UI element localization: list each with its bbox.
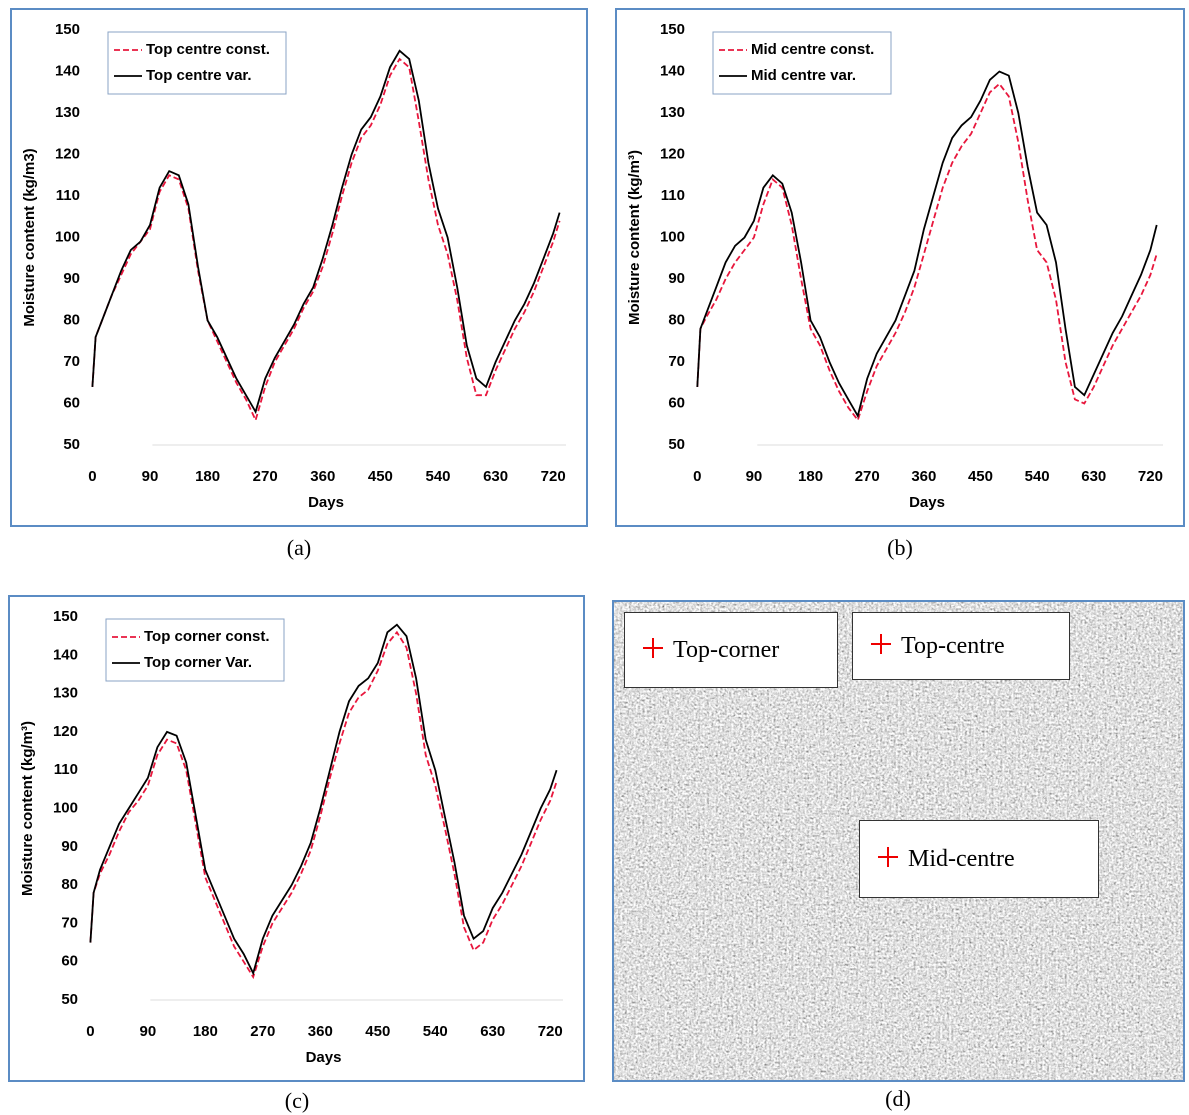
y-tick-label: 150	[660, 21, 685, 38]
legend-label: Mid centre const.	[751, 41, 874, 58]
y-tick-label: 90	[63, 270, 80, 287]
location-label: Top-corner	[624, 612, 838, 688]
x-tick-label: 180	[195, 468, 220, 485]
x-tick-label: 0	[88, 468, 96, 485]
y-tick-label: 110	[661, 187, 685, 204]
y-tick-label: 80	[61, 876, 78, 893]
chart-a: 50 60 70 80 90 100 110 120 130 140 150 0 90 180 270 360…	[10, 8, 588, 527]
chart-b: 50 60 70 80 90 100 110 120 130 140 150 0 90 180 270 360…	[615, 8, 1185, 527]
y-tick-label: 60	[63, 394, 80, 411]
y-tick-label: 120	[55, 145, 80, 162]
y-tick-label: 130	[53, 685, 78, 702]
y-tick-label: 80	[668, 311, 685, 328]
legend-box	[105, 618, 285, 682]
y-tick-label: 100	[660, 228, 685, 245]
y-axis-label: Moisture content (kg/m3)	[21, 148, 38, 326]
x-tick-label: 630	[480, 1023, 505, 1040]
y-tick-label: 120	[660, 145, 685, 162]
x-tick-label: 540	[1025, 468, 1050, 485]
legend-label: Top corner Var.	[144, 654, 252, 671]
caption: (d)	[885, 1086, 911, 1111]
frame	[8, 595, 585, 1082]
y-tick-label: 50	[61, 991, 78, 1008]
x-axis-label: Days	[308, 494, 344, 511]
x-axis-label: Days	[306, 1049, 342, 1066]
y-tick-label: 140	[53, 646, 78, 663]
x-tick-label: 270	[253, 468, 278, 485]
image-panel: Top-corner Top-centre Mid-centre	[612, 600, 1185, 1082]
x-tick-label: 720	[1138, 468, 1163, 485]
y-tick-label: 80	[63, 311, 80, 328]
y-tick-label: 150	[55, 21, 80, 38]
x-tick-label: 630	[483, 468, 508, 485]
series-line	[89, 630, 558, 980]
series-line	[89, 623, 558, 976]
y-axis-label: Moisture content (kg/m³)	[19, 721, 36, 896]
location-label: Top-centre	[852, 612, 1070, 680]
x-tick-label: 360	[911, 468, 936, 485]
y-tick-label: 130	[55, 104, 80, 121]
y-tick-label: 150	[53, 608, 78, 625]
series-line	[91, 49, 561, 415]
y-tick-label: 130	[660, 104, 685, 121]
x-tick-label: 90	[140, 1023, 157, 1040]
label-text: Top-corner	[673, 636, 780, 663]
legend-label: Mid centre var.	[751, 67, 856, 84]
location-label: Mid-centre	[859, 820, 1099, 898]
y-tick-label: 60	[668, 394, 685, 411]
y-tick-label: 110	[56, 187, 80, 204]
y-tick-label: 70	[61, 914, 78, 931]
legend-box	[107, 31, 287, 95]
x-tick-label: 90	[142, 468, 159, 485]
y-tick-label: 140	[55, 62, 80, 79]
x-tick-label: 450	[368, 468, 393, 485]
y-tick-label: 70	[63, 353, 80, 370]
series-line	[696, 70, 1158, 419]
y-tick-label: 90	[668, 270, 685, 287]
x-tick-label: 270	[250, 1023, 275, 1040]
x-tick-label: 720	[541, 468, 566, 485]
label-text: Top-centre	[901, 632, 1005, 659]
y-tick-label: 90	[61, 838, 78, 855]
x-axis-label: Days	[909, 494, 945, 511]
legend-label: Top centre var.	[146, 67, 252, 84]
x-tick-label: 360	[310, 468, 335, 485]
x-tick-label: 0	[693, 468, 701, 485]
y-tick-label: 50	[63, 436, 80, 453]
x-tick-label: 180	[798, 468, 823, 485]
y-tick-label: 100	[55, 228, 80, 245]
y-axis-label: Moisture content (kg/m³)	[626, 150, 643, 325]
caption: (c)	[284, 1088, 310, 1113]
label-text: Mid-centre	[908, 845, 1015, 872]
series-line	[696, 82, 1158, 423]
y-tick-label: 100	[53, 799, 78, 816]
x-tick-label: 180	[193, 1023, 218, 1040]
x-tick-label: 540	[423, 1023, 448, 1040]
y-tick-label: 60	[61, 953, 78, 970]
chart-c: 50 60 70 80 90 100 110 120 130 140 150 0 90 180 270 360…	[8, 595, 585, 1082]
y-tick-label: 50	[668, 436, 685, 453]
frame	[10, 8, 588, 527]
x-tick-label: 90	[746, 468, 763, 485]
legend-label: Top centre const.	[146, 41, 270, 58]
x-tick-label: 450	[365, 1023, 390, 1040]
x-tick-label: 630	[1081, 468, 1106, 485]
y-tick-label: 70	[668, 353, 685, 370]
y-tick-label: 140	[660, 62, 685, 79]
x-tick-label: 540	[425, 468, 450, 485]
legend-box	[712, 31, 892, 95]
x-tick-label: 0	[86, 1023, 94, 1040]
x-tick-label: 270	[855, 468, 880, 485]
frame	[615, 8, 1185, 527]
caption: (b)	[887, 535, 913, 560]
series-line	[91, 57, 561, 423]
x-tick-label: 720	[538, 1023, 563, 1040]
x-tick-label: 360	[308, 1023, 333, 1040]
x-tick-label: 450	[968, 468, 993, 485]
caption: (a)	[286, 535, 312, 560]
legend-label: Top corner const.	[144, 628, 270, 645]
y-tick-label: 120	[53, 723, 78, 740]
y-tick-label: 110	[54, 761, 78, 778]
